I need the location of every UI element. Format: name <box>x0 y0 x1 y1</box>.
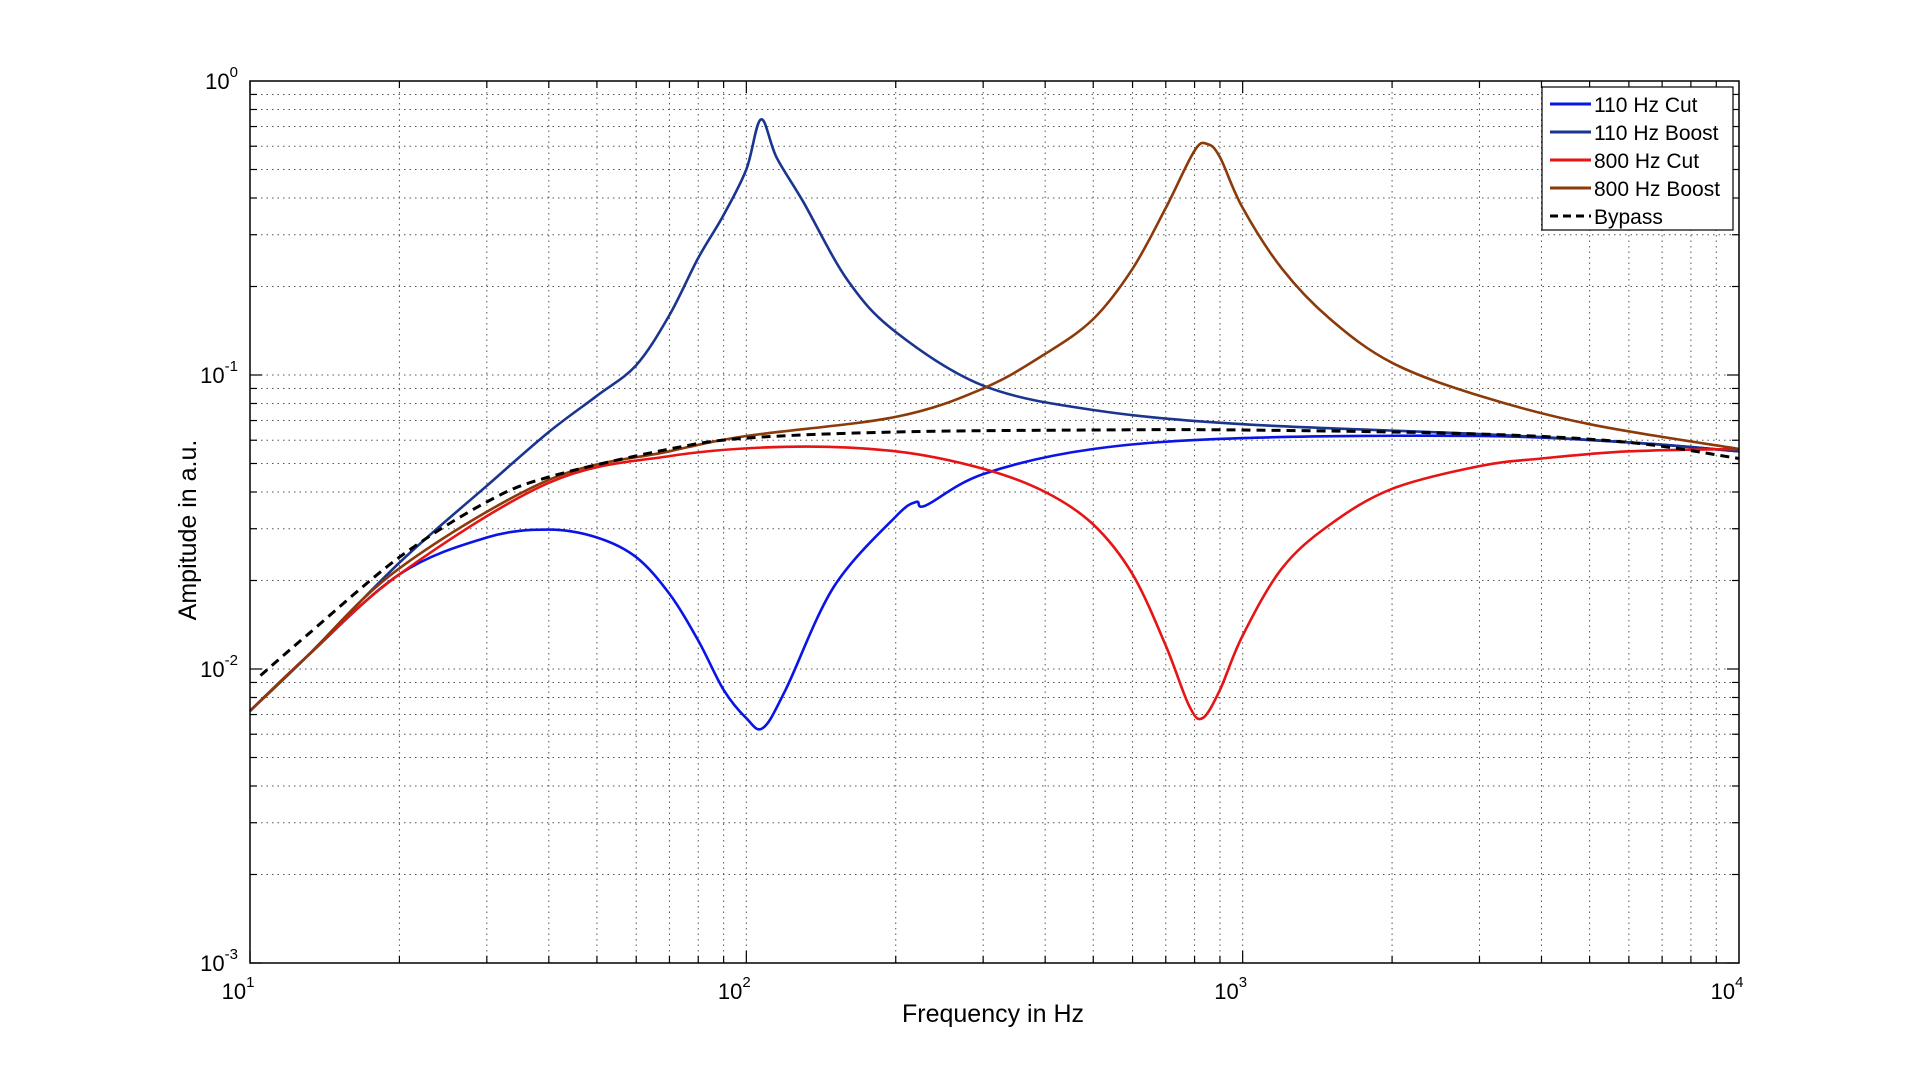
grid-lines <box>250 81 1739 963</box>
x-tick-label: 103 <box>1214 974 1247 1004</box>
y-tick-label: 10-3 <box>200 946 238 976</box>
x-tick-label: 101 <box>222 974 255 1004</box>
tick-labels: 101 102 103 104 100 10-1 10-2 10-3 <box>200 64 1743 1004</box>
x-axis-label: Frequency in Hz <box>902 1000 1084 1028</box>
plot-frame <box>249 80 1740 964</box>
legend-entry: 110 Hz Cut <box>1594 94 1698 117</box>
series-line-800-hz-boost <box>249 141 1740 712</box>
y-tick-label: 10-1 <box>200 358 238 388</box>
legend-entry: 800 Hz Cut <box>1594 150 1699 173</box>
series-line-800-hz-cut <box>249 445 1740 721</box>
legend: 110 Hz Cut 110 Hz Boost 800 Hz Cut 800 Hz B… <box>1541 86 1734 231</box>
y-tick-label: 10-2 <box>200 652 238 682</box>
series-line-110-hz-boost <box>249 118 1740 712</box>
series-line-110-hz-cut <box>249 434 1740 731</box>
legend-entry: 110 Hz Boost <box>1594 122 1719 145</box>
legend-entry: 800 Hz Boost <box>1594 178 1720 201</box>
y-axis-label: Ampitude in a.u. <box>174 440 202 621</box>
tick-marks <box>249 81 1739 964</box>
y-tick-label: 100 <box>205 64 238 94</box>
x-tick-label: 104 <box>1711 974 1744 1004</box>
series-lines <box>249 118 1740 731</box>
legend-entry: Bypass <box>1594 206 1663 229</box>
x-tick-label: 102 <box>718 974 751 1004</box>
series-line-bypass <box>259 428 1740 677</box>
